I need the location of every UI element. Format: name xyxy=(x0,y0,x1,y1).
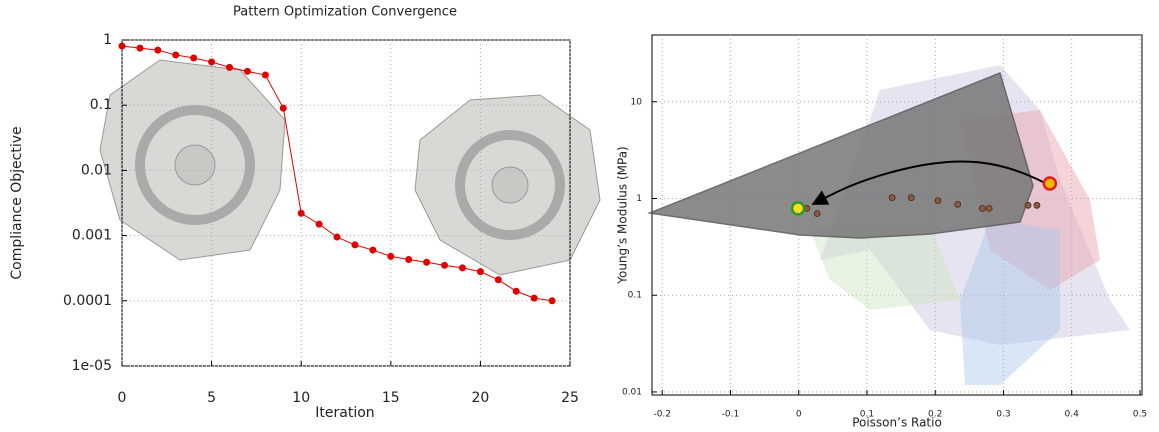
y-tick-label: 0.001 xyxy=(72,228,112,244)
y-tick-label: 0.01 xyxy=(81,162,112,178)
x-tick-label: 20 xyxy=(471,390,489,406)
marker xyxy=(530,294,538,302)
y-tick-label: 0.1 xyxy=(628,291,642,301)
marker xyxy=(190,54,198,62)
x-tick-label: 15 xyxy=(382,390,400,406)
point xyxy=(954,200,962,208)
y-axis-label: Compliance Objective xyxy=(9,126,25,279)
point xyxy=(934,197,942,205)
point xyxy=(907,194,915,202)
x-tick-label: -0.1 xyxy=(722,410,740,420)
marker xyxy=(297,209,305,217)
marker xyxy=(548,297,556,305)
y-tick-label: 0.1 xyxy=(90,97,112,113)
marker xyxy=(243,67,251,75)
point xyxy=(1024,201,1032,209)
point xyxy=(1033,201,1041,209)
marker xyxy=(476,268,484,276)
point xyxy=(985,204,993,212)
marker xyxy=(458,264,466,272)
marker xyxy=(512,287,520,295)
marker xyxy=(172,51,180,59)
point xyxy=(978,204,986,212)
x-tick-label: 10 xyxy=(292,390,310,406)
x-tick-label: 0 xyxy=(118,390,127,406)
marker xyxy=(369,246,377,254)
marker xyxy=(279,104,287,112)
x-tick-label: -0.2 xyxy=(653,410,671,420)
y-tick-label: 1e-05 xyxy=(72,358,112,374)
x-tick-label: 0.4 xyxy=(1065,410,1080,420)
x-axis-label: Poisson’s Ratio xyxy=(852,416,942,430)
x-tick-label: 0.2 xyxy=(928,410,942,420)
y-tick-label: 1 xyxy=(636,194,642,204)
y-axis-label: Young’s Modulus (MPa) xyxy=(616,146,630,284)
marker xyxy=(351,241,359,249)
x-tick-label: 0.5 xyxy=(1133,410,1147,420)
point xyxy=(1042,176,1058,191)
gamut-regions xyxy=(647,65,1130,385)
lattice-renders xyxy=(99,59,601,276)
marker xyxy=(315,220,323,228)
plot-area xyxy=(651,34,1143,396)
y-tick-label: 0.01 xyxy=(622,387,642,397)
marker xyxy=(226,63,234,71)
x-tick-label: 25 xyxy=(561,390,579,406)
x-axis-label: Iteration xyxy=(315,405,374,421)
marker xyxy=(387,252,395,260)
x-tick-label: 0 xyxy=(796,410,802,420)
marker xyxy=(441,261,449,269)
marker xyxy=(118,42,126,50)
marker xyxy=(208,58,216,66)
marker xyxy=(423,258,431,266)
point xyxy=(888,194,896,202)
x-tick-label: 0.1 xyxy=(860,410,874,420)
y-tick-label: 1 xyxy=(103,32,112,48)
x-tick-label: 5 xyxy=(207,390,216,406)
point xyxy=(813,210,821,217)
point xyxy=(790,201,806,216)
marker xyxy=(494,276,502,284)
y-tick-label: 10 xyxy=(631,97,643,107)
marker xyxy=(154,46,162,54)
chart-title: Pattern Optimization Convergence xyxy=(233,5,457,20)
y-tick-label: 0.0001 xyxy=(63,293,112,309)
marker xyxy=(136,44,144,52)
marker xyxy=(261,71,269,79)
marker xyxy=(333,233,341,241)
marker xyxy=(405,255,413,263)
x-tick-label: 0.3 xyxy=(996,410,1010,420)
